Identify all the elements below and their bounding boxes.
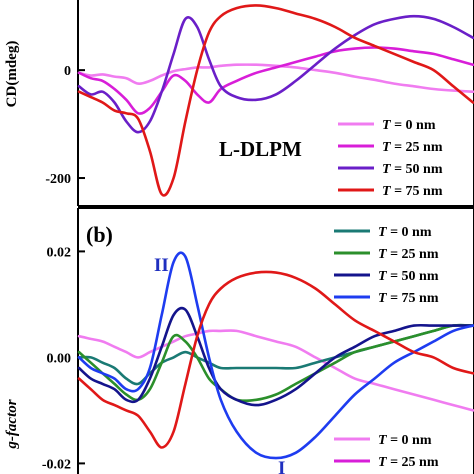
panel-b: 0.02 0.00 -0.02 (b) g-factor II I T = 0 nm… [4,207,474,474]
panel-a-sample-label: L-DLPM [219,137,302,161]
panel-b-y-tick-label: 0.02 [47,245,72,260]
panel-b-legend-label: T = 50 nm [378,269,439,284]
panel-b-legend-label: T = 0 nm [378,225,432,240]
panel-a: 0-200 CD(mdeg) L-DLPM T = 0 nmT = 25 nmT… [4,0,474,207]
panel-a-series-t-0-nm [77,63,474,93]
panel-b-series-t-75-nm [77,306,474,407]
peak-label-ii: II [154,255,169,276]
panel-b-y-axis-label: g-factor [4,399,20,449]
panel-b-series-t-0-nm [77,329,474,412]
panel-b-legend-label: T = 25 nm [378,247,439,262]
panel-a-legend-label: T = 50 nm [382,162,443,177]
panel-a-legend-label: T = 0 nm [382,118,436,133]
panel-a-legend-label: T = 25 nm [382,140,443,155]
panel-b-series-t-25-nm [77,323,474,386]
panel-b-series [77,251,474,460]
panel-a-y-axis-label: CD(mdeg) [4,41,20,108]
peak-label-i: I [278,458,285,474]
panel-b-series-t-125-nm [77,270,474,449]
panel-a-ticks: 0 -200 [45,64,85,187]
panel-b-legend-label: T = 75 nm [378,291,439,306]
panel-b-series-t-100-nm [77,251,474,460]
panel-b-legend: T = 0 nm T = 25 nm T = 50 nm T = 75 nm [334,225,439,306]
panel-a-series-t-25-nm [77,46,474,115]
panel-a-legend-label: T = 75 nm [382,184,443,199]
panel-b-legend-lower: T = 0 nm T = 25 nm [334,433,439,470]
panel-a-series-t-50-nm [77,14,474,134]
panel-a-y-tick-label: -200 [45,172,71,187]
panel-b-lower-legend-label: T = 0 nm [378,433,432,448]
panel-b-y-tick-label: -0.02 [42,457,71,472]
panel-a-series [77,4,474,197]
panel-b-label: (b) [86,222,113,247]
panel-a-legend: T = 0 nm T = 25 nm T = 50 nm T = 75 nm [338,118,443,199]
panel-b-y-tick-label: 0.00 [47,351,72,366]
panel-a-series-t-75-nm [77,4,474,197]
panel-a-y-tick-label: 0 [64,64,71,79]
panel-b-lower-legend-label: T = 25 nm [378,455,439,470]
